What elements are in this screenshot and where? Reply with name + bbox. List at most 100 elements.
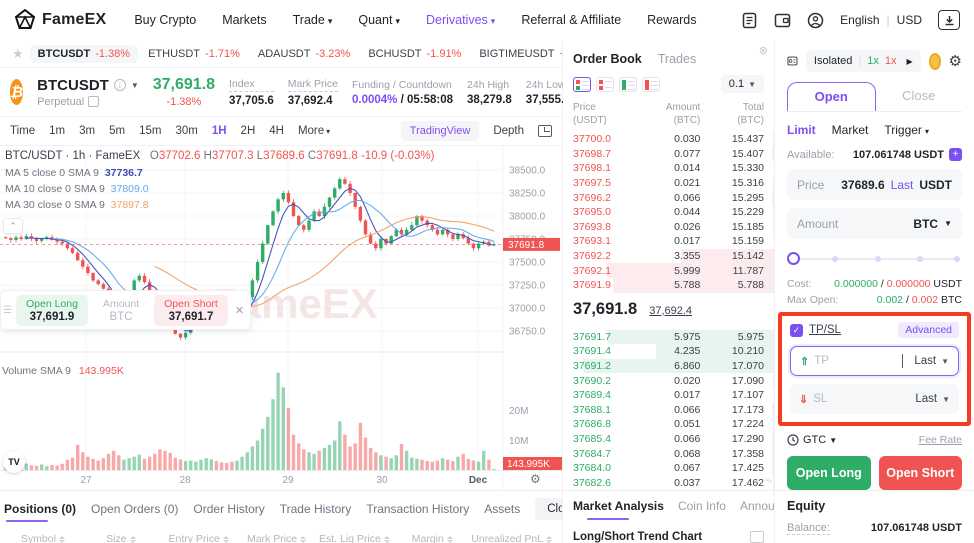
currency-label[interactable]: USD xyxy=(896,13,922,27)
fullscreen-icon[interactable] xyxy=(538,125,552,137)
positions-tab-open-orders-0-[interactable]: Open Orders (0) xyxy=(91,502,179,516)
bid-row[interactable]: 37689.4 0.017 17.107 xyxy=(573,387,774,403)
bid-row[interactable]: 37684.7 0.068 17.358 xyxy=(573,446,774,461)
balance-label[interactable]: Balance: xyxy=(787,522,830,535)
tradingview-mode-button[interactable]: TradingView xyxy=(400,121,480,141)
quick-open-short-button[interactable]: Open Short 37,691.7 xyxy=(154,294,228,326)
ask-row[interactable]: 37692.1 5.999 11.787 xyxy=(573,263,774,278)
column-header-margin[interactable]: Margin xyxy=(393,533,471,543)
orderbook-tab-trades[interactable]: Trades xyxy=(657,52,697,66)
layout-stacked-icon[interactable] xyxy=(596,76,614,92)
open-long-button[interactable]: Open Long xyxy=(787,456,871,490)
last-price-button[interactable]: Last xyxy=(890,177,914,192)
amount-input[interactable]: Amount BTC ▼ xyxy=(787,208,962,239)
bid-row[interactable]: 37684.0 0.067 17.425 xyxy=(573,460,774,476)
advanced-badge[interactable]: Advanced xyxy=(898,322,959,338)
amount-unit-dropdown[interactable]: BTC xyxy=(913,216,939,231)
positions-tab-assets[interactable]: Assets xyxy=(484,502,521,516)
deposit-plus-button[interactable]: + xyxy=(949,148,962,161)
column-header-unrealized-pnl[interactable]: Unrealized PnL xyxy=(471,533,553,543)
tif-dropdown[interactable]: GTC xyxy=(803,434,827,446)
ask-row[interactable]: 37692.2 3.355 15.142 xyxy=(573,248,774,264)
nav-item-referral-affiliate[interactable]: Referral & Affiliate xyxy=(521,13,622,27)
nav-item-rewards[interactable]: Rewards xyxy=(647,13,697,27)
ticker-pair-btcusdt[interactable]: BTCUSDT -1.38% xyxy=(29,44,139,63)
account-icon[interactable] xyxy=(807,12,824,29)
calculator-icon[interactable] xyxy=(88,96,100,107)
drag-handle-icon[interactable]: ☰ xyxy=(3,304,12,316)
favorites-star-icon[interactable]: ★ xyxy=(12,45,24,61)
quick-open-long-button[interactable]: Open Long 37,691.9 xyxy=(15,294,88,326)
bid-row[interactable]: 37691.4 4.235 10.210 xyxy=(573,344,774,359)
market-analysis-tab-coin-info[interactable]: Coin Info xyxy=(677,499,726,513)
column-header-est-liq-price[interactable]: Est. Liq Price xyxy=(316,533,394,543)
depth-mode-button[interactable]: Depth xyxy=(493,125,524,137)
interval-15m[interactable]: 15m xyxy=(139,125,162,137)
collapse-panel-button[interactable]: ⌃ xyxy=(3,218,23,234)
close-icon[interactable]: ✕ xyxy=(234,304,245,317)
orders-icon[interactable] xyxy=(741,12,758,29)
candlestick-chart[interactable]: 38500.038250.038000.037750.037500.037250… xyxy=(0,146,563,490)
price-input[interactable]: Price 37689.6 Last USDT xyxy=(787,169,962,200)
interval-1h[interactable]: 1H xyxy=(211,125,227,137)
sl-trigger-dropdown[interactable]: Last xyxy=(915,393,938,405)
chart-widget-icon[interactable] xyxy=(750,531,764,543)
ticker-pair-ethusdt[interactable]: ETHUSDT -1.71% xyxy=(140,45,248,63)
orderbook-tab-order-book[interactable]: Order Book xyxy=(573,52,642,66)
nav-item-markets[interactable]: Markets xyxy=(222,13,267,27)
ask-row[interactable]: 37697.5 0.021 15.316 xyxy=(573,175,774,191)
orderbook-mark-price[interactable]: 37,692.4 xyxy=(649,304,693,317)
column-header-size[interactable]: Size xyxy=(82,533,160,543)
positions-tab-transaction-history[interactable]: Transaction History xyxy=(366,502,470,516)
ask-row[interactable]: 37700.0 0.030 15.437 xyxy=(573,132,774,147)
ticker-pair-bchusdt[interactable]: BCHUSDT -1.91% xyxy=(360,45,469,63)
orderbook-mid-price[interactable]: 37,691.8 37,692.4 xyxy=(573,293,764,325)
reward-coin-icon[interactable] xyxy=(928,52,941,70)
bid-row[interactable]: 37688.1 0.066 17.173 xyxy=(573,402,774,418)
quick-amount-field[interactable]: Amount BTC xyxy=(102,297,140,323)
nav-item-quant[interactable]: Quant ▾ xyxy=(358,13,400,27)
order-type-trigger[interactable]: Trigger ▾ xyxy=(884,123,929,137)
close-all-button[interactable]: Close All xyxy=(535,498,562,520)
interval-30m[interactable]: 30m xyxy=(175,125,198,137)
tpsl-checkbox[interactable]: ✓ xyxy=(790,323,803,337)
layout-asks-icon[interactable] xyxy=(642,76,660,92)
language-label[interactable]: English xyxy=(840,13,880,27)
wallet-icon[interactable] xyxy=(774,13,791,28)
column-header-mark-price[interactable]: Mark Price xyxy=(238,533,316,543)
resize-handle-icon[interactable]: ⫽ xyxy=(763,478,774,483)
ask-row[interactable]: 37693.1 0.017 15.159 xyxy=(573,234,774,249)
tab-open[interactable]: Open xyxy=(787,82,876,111)
margin-leverage-selector[interactable]: Isolated | 1x 1x ▶ xyxy=(805,50,921,72)
open-short-button[interactable]: Open Short xyxy=(878,456,962,490)
order-type-market[interactable]: Market xyxy=(831,123,869,137)
pair-selector[interactable]: BTCUSDT i ▼ Perpetual xyxy=(37,77,139,108)
ask-row[interactable]: 37691.9 5.788 5.788 xyxy=(573,277,774,293)
info-icon[interactable]: i xyxy=(113,79,126,91)
column-header-symbol[interactable]: Symbol xyxy=(4,533,82,543)
ask-row[interactable]: 37695.0 0.044 15.229 xyxy=(573,204,774,220)
interval-time[interactable]: Time xyxy=(10,125,36,137)
chart-canvas[interactable]: 38500.038250.038000.037750.037500.037250… xyxy=(0,146,563,490)
positions-tab-trade-history[interactable]: Trade History xyxy=(279,502,352,516)
interval-5m[interactable]: 5m xyxy=(109,125,126,137)
market-analysis-tab-market-analysis[interactable]: Market Analysis xyxy=(573,499,664,520)
ask-row[interactable]: 37693.8 0.026 15.185 xyxy=(573,219,774,235)
download-app-icon[interactable] xyxy=(938,10,960,30)
bid-row[interactable]: 37690.2 0.020 17.090 xyxy=(573,373,774,388)
tp-trigger-dropdown[interactable]: Last xyxy=(914,355,937,367)
layout-both-icon[interactable] xyxy=(573,76,591,92)
bid-row[interactable]: 37682.6 0.037 17.462 xyxy=(573,475,774,491)
axis-settings-gear-icon[interactable]: ⚙ xyxy=(530,472,541,486)
stop-loss-input[interactable]: ⇓ SL Last ▼ xyxy=(790,384,959,414)
amount-slider[interactable] xyxy=(787,252,960,266)
ticker-pair-adausdt[interactable]: ADAUSDT -3.23% xyxy=(250,45,358,63)
ask-row[interactable]: 37698.7 0.077 15.407 xyxy=(573,146,774,162)
ask-row[interactable]: 37698.1 0.014 15.330 xyxy=(573,161,774,176)
nav-item-trade[interactable]: Trade ▾ xyxy=(292,13,333,27)
orderbook-close-icon[interactable]: ⊗ xyxy=(758,45,768,57)
interval-2h[interactable]: 2H xyxy=(240,125,256,137)
tab-close[interactable]: Close xyxy=(902,88,936,103)
language-currency-switch[interactable]: English | USD xyxy=(840,13,922,27)
column-header-entry-price[interactable]: Entry Price xyxy=(160,533,238,543)
